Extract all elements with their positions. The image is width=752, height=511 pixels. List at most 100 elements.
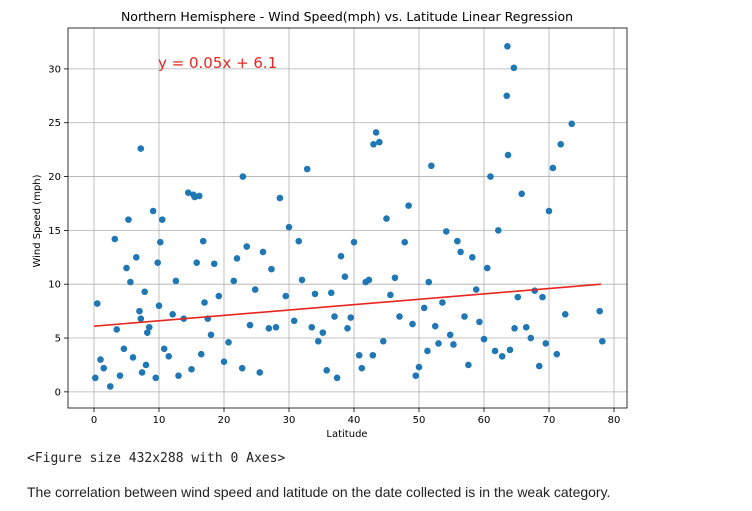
data-point (149, 207, 157, 215)
data-point (535, 362, 543, 370)
x-tick-label: 70 (543, 415, 556, 426)
data-point (561, 311, 569, 318)
data-point (568, 120, 576, 128)
data-point (308, 323, 316, 331)
y-tick-label: 5 (55, 334, 61, 345)
data-point (405, 202, 412, 209)
data-point (152, 374, 160, 382)
data-point (259, 248, 267, 256)
data-point (285, 223, 293, 231)
data-point (446, 331, 454, 339)
data-point (396, 313, 403, 320)
data-point (136, 307, 143, 315)
data-point (487, 173, 494, 180)
regression-line (93, 283, 602, 327)
data-point (409, 320, 416, 328)
data-point (129, 354, 137, 361)
data-point (142, 361, 150, 369)
data-point (596, 307, 603, 315)
x-tick-label: 10 (153, 415, 166, 426)
data-point (457, 248, 464, 256)
data-point (483, 264, 491, 272)
data-point (160, 345, 168, 353)
data-point (401, 238, 409, 246)
data-point (268, 265, 275, 273)
data-point (137, 145, 145, 152)
data-point (518, 190, 525, 198)
data-point (420, 304, 428, 312)
grid-lines (68, 28, 627, 408)
regression-equation: y = 0.05x + 6.1 (158, 54, 277, 72)
data-point (465, 361, 472, 369)
data-point (141, 288, 148, 296)
data-point (539, 293, 546, 301)
data-point (158, 216, 166, 223)
data-point (197, 350, 205, 358)
data-point (391, 274, 399, 282)
data-point (542, 340, 550, 347)
x-axis-label: Latitude (326, 429, 367, 440)
data-point (341, 273, 349, 280)
data-point (379, 337, 387, 345)
data-point (450, 341, 457, 348)
data-point (454, 237, 461, 245)
data-point (243, 243, 251, 250)
data-point (435, 340, 442, 347)
x-tick-label: 40 (348, 415, 361, 426)
data-point (125, 216, 132, 223)
data-point (215, 292, 223, 300)
data-point (132, 253, 140, 261)
data-point (144, 329, 151, 336)
data-point (238, 364, 246, 372)
data-point (100, 364, 108, 372)
y-axis-label: Wind Speed (mph) (32, 174, 43, 267)
data-point (510, 64, 518, 72)
data-point (557, 140, 564, 148)
data-point (514, 293, 522, 301)
data-point (511, 325, 518, 332)
x-tick-label: 60 (478, 415, 491, 426)
data-point (376, 138, 383, 146)
data-point (113, 326, 121, 333)
data-point (365, 276, 373, 284)
data-point (495, 227, 502, 234)
data-point (303, 165, 311, 173)
data-point (355, 351, 363, 359)
data-point (425, 278, 433, 286)
data-point (120, 345, 128, 353)
data-point (491, 347, 499, 355)
data-point (314, 337, 322, 345)
regression-layer (93, 283, 602, 327)
data-point (155, 302, 163, 310)
data-point (358, 364, 366, 372)
x-tick-label: 0 (91, 415, 97, 426)
data-point (116, 372, 124, 380)
figure-size-output: <Figure size 432x288 with 0 Axes> (27, 451, 286, 466)
x-tick-label: 50 (413, 415, 426, 426)
data-point (443, 228, 450, 235)
axis-ticks: 0 10 20 30 40 50 60 70 80 0 5 10 15 20 25 30 (48, 64, 620, 426)
data-point (506, 346, 514, 354)
x-tick-label: 20 (218, 415, 231, 426)
data-point (145, 323, 153, 331)
y-tick-label: 30 (48, 64, 61, 75)
data-point (169, 311, 176, 318)
data-point (199, 237, 207, 245)
data-point (504, 43, 511, 50)
data-point (172, 277, 180, 285)
data-point (370, 140, 377, 148)
data-point (472, 286, 480, 293)
data-point (412, 372, 420, 380)
data-point (553, 350, 561, 358)
data-point (428, 162, 435, 170)
data-point (344, 325, 351, 332)
data-point (127, 278, 134, 286)
data-point (599, 337, 606, 345)
data-point (527, 334, 535, 342)
data-point (191, 193, 199, 201)
data-point (92, 374, 99, 382)
data-point (331, 313, 338, 320)
data-point (93, 300, 101, 307)
data-point (111, 235, 119, 243)
data-point (439, 299, 446, 306)
